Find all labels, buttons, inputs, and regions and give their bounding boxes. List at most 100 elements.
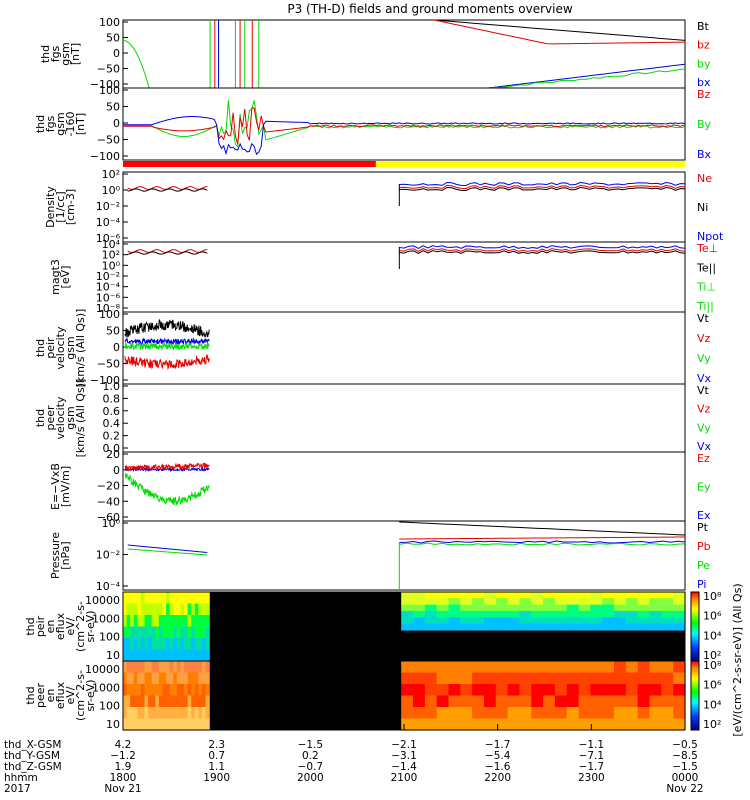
spectrogram-cell [602, 604, 615, 612]
legend-Vy: Vy [697, 352, 711, 365]
spectrogram-cell [201, 615, 207, 628]
spectrogram-cell [205, 672, 210, 685]
spectrogram-cell [637, 684, 651, 697]
spectrogram-cell [531, 623, 544, 631]
spectrogram-cell [194, 638, 200, 651]
spectrogram-cell [173, 672, 178, 685]
spectrogram-cell [184, 707, 189, 720]
spectrogram-cell [198, 672, 203, 685]
spectrogram-cell [637, 617, 651, 625]
spectrogram-cell [187, 592, 192, 605]
spectrogram-cell [673, 661, 686, 674]
spectrogram-cell [133, 649, 138, 662]
spectrogram-cell [162, 592, 167, 605]
legend-By: By [697, 118, 712, 131]
ylabel-line: thd [34, 339, 47, 357]
spectrogram-cell [173, 626, 178, 639]
ephem-value: 1.9 [115, 761, 132, 773]
spectrogram-cell [483, 617, 497, 625]
spectrogram-cell [614, 672, 627, 685]
spectrogram-cell [590, 610, 603, 618]
spectrogram-cell [554, 672, 568, 685]
legend-Vz: Vz [697, 332, 711, 345]
spectrogram-cell [130, 672, 135, 685]
spectrogram-cell [144, 592, 149, 605]
ylabel-line: eV/ [64, 617, 77, 635]
spectrogram-cell [649, 610, 662, 618]
colorbar-tick: 10² [703, 718, 721, 731]
spectrogram-cell [614, 718, 627, 731]
spectrogram-cell [460, 695, 473, 708]
spectrogram-cell [531, 604, 544, 612]
ytick-label: 10000 [85, 663, 120, 676]
spectrogram-cell [590, 592, 603, 599]
ephem-value: 1800 [110, 772, 137, 784]
ytick-label: 1000 [92, 681, 120, 694]
spectrogram-cell [137, 638, 142, 651]
spectrogram-cell [194, 626, 200, 639]
spectrogram-cell [661, 617, 674, 625]
spectrogram-cell [590, 604, 603, 612]
spectrogram-cell [578, 672, 591, 685]
series-Pb [399, 536, 685, 540]
spectrogram-cell [205, 649, 210, 662]
ephem-value: −1.4 [391, 761, 417, 773]
colorbar-tick: 10⁶ [703, 610, 722, 623]
spectrogram-cell [155, 707, 160, 720]
spectrogram-cell [191, 661, 196, 674]
spectrogram-cell [661, 592, 674, 599]
ylabel-line: [1/cc] [54, 191, 67, 222]
spectrogram-cell [590, 672, 603, 685]
ytick-label: 0 [113, 47, 120, 60]
spectrogram-cell [602, 592, 615, 599]
spectrogram-cell [495, 695, 509, 708]
spectrogram-cell [554, 707, 568, 720]
ylabel-line: en [44, 689, 57, 703]
spectrogram-cell [472, 617, 485, 625]
spectrogram-cell [198, 638, 203, 651]
series-early-2 [127, 188, 208, 192]
spectrogram-cell [176, 615, 182, 628]
spectrogram-cell [162, 603, 167, 616]
spectrogram-cell [424, 661, 438, 674]
spectrogram-cell [173, 661, 178, 674]
spectrogram-cell [401, 695, 414, 708]
spectrogram-cell [602, 617, 615, 625]
colorbar-tick: 10⁸ [703, 590, 722, 603]
ytick-label: −50 [97, 63, 120, 76]
spectrogram-cell [144, 684, 149, 697]
ylabel-group: E=−VxB[mV/m] [49, 463, 72, 510]
spectrogram-cell [148, 707, 153, 720]
spectrogram-cell [590, 598, 603, 606]
mode-bar-segment [375, 161, 685, 167]
spectrogram-cell [460, 684, 473, 697]
spectrogram-cell [625, 598, 639, 606]
spectrogram-cell [123, 603, 128, 616]
spectrogram-cell [148, 718, 153, 731]
spectrogram-cell [614, 684, 627, 697]
spectrogram-cell [531, 592, 544, 599]
spectrogram-cell [148, 672, 153, 685]
spectrogram-cell [590, 707, 603, 720]
ytick-label: 0 [113, 117, 120, 130]
ylabel-line: eflux [54, 681, 67, 709]
spectrogram-cell [578, 707, 591, 720]
ytick-label: 10² [102, 249, 120, 262]
spectrogram-cell [625, 623, 639, 631]
ylabel-line: peer [34, 683, 47, 709]
spectrogram-cell [614, 617, 627, 625]
spectrogram-cell [554, 661, 568, 674]
spectrogram-cell [448, 598, 461, 606]
spectrogram-cell [614, 661, 627, 674]
ytick-label: −20 [97, 480, 120, 493]
spectrogram-cell [436, 661, 450, 674]
spectrogram-cell [460, 661, 473, 674]
spectrogram-cell [424, 592, 438, 599]
spectrogram-cell [184, 615, 189, 628]
ylabel-line: gsm [64, 406, 77, 429]
spectrogram-cell [133, 626, 138, 639]
plot-title: P3 (TH-D) fields and ground moments over… [287, 2, 572, 16]
spectrogram-cell [637, 623, 651, 631]
spectrogram-cell [137, 672, 142, 685]
